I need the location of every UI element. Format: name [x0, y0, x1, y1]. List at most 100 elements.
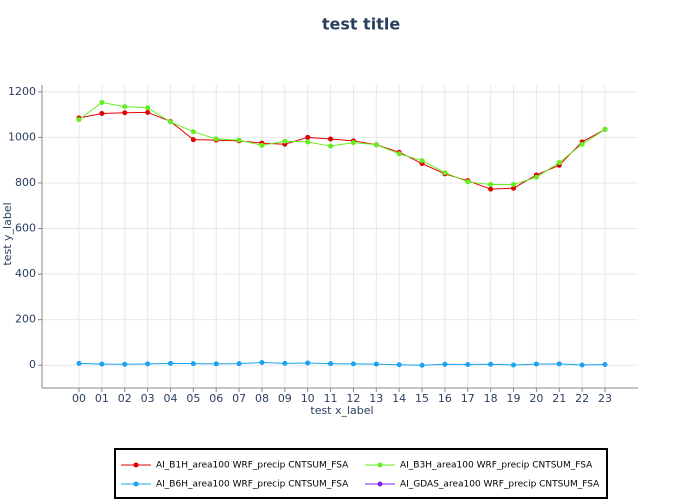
data-point — [145, 109, 151, 115]
x-tick-label: 08 — [255, 392, 269, 405]
series-line — [78, 361, 606, 366]
legend-label: AI_B1H_area100 WRF_precip CNTSUM_FSA — [156, 461, 349, 471]
y-tick-label: 400 — [15, 267, 36, 280]
x-tick-label: 15 — [415, 392, 429, 405]
data-point — [305, 360, 311, 366]
data-point — [99, 110, 105, 116]
x-tick-label: 07 — [232, 392, 246, 405]
data-point — [145, 105, 151, 111]
data-point — [259, 359, 265, 365]
data-point — [396, 362, 402, 368]
data-point — [328, 136, 334, 142]
data-point — [305, 134, 311, 140]
legend-label: AI_B6H_area100 WRF_precip CNTSUM_FSA — [156, 480, 349, 490]
data-point — [213, 361, 219, 367]
data-point — [579, 362, 585, 368]
x-tick-label: 00 — [72, 392, 86, 405]
data-point — [350, 361, 356, 367]
x-tick-label: 17 — [461, 392, 475, 405]
legend-marker — [377, 481, 383, 487]
data-point — [328, 143, 334, 149]
data-point — [465, 179, 471, 185]
data-point — [236, 361, 242, 367]
data-point — [396, 151, 402, 157]
data-point — [533, 174, 539, 180]
data-point — [190, 129, 196, 135]
x-tick-label: 21 — [552, 392, 566, 405]
x-tick-label: 11 — [324, 392, 338, 405]
legend-marker — [377, 462, 383, 468]
data-point — [76, 360, 82, 366]
x-tick-label: 20 — [529, 392, 543, 405]
y-tick-label: 1200 — [8, 85, 36, 98]
series-line — [78, 111, 606, 190]
x-tick-label: 14 — [392, 392, 406, 405]
legend-box — [114, 448, 608, 499]
data-point — [167, 119, 173, 125]
data-point — [488, 361, 494, 367]
data-point — [259, 142, 265, 148]
data-point — [236, 137, 242, 143]
data-point — [122, 104, 128, 110]
data-point — [488, 186, 494, 192]
legend-label: AI_B3H_area100 WRF_precip CNTSUM_FSA — [400, 461, 593, 471]
legend-marker — [133, 481, 139, 487]
x-tick-label: 05 — [186, 392, 200, 405]
data-point — [213, 136, 219, 142]
data-point — [99, 100, 105, 106]
data-point — [602, 126, 608, 132]
data-point — [511, 185, 517, 191]
x-tick-label: 16 — [438, 392, 452, 405]
data-point — [190, 361, 196, 367]
x-tick-label: 01 — [95, 392, 109, 405]
data-point — [167, 360, 173, 366]
data-point — [282, 360, 288, 366]
x-tick-label: 18 — [484, 392, 498, 405]
x-tick-label: 23 — [598, 392, 612, 405]
chart-title: test title — [322, 15, 401, 34]
data-point — [350, 140, 356, 146]
y-tick-label: 800 — [15, 176, 36, 189]
data-point — [579, 141, 585, 147]
data-point — [373, 361, 379, 367]
x-tick-label: 03 — [141, 392, 155, 405]
data-point — [511, 362, 517, 368]
data-point — [122, 110, 128, 116]
y-tick-label: 0 — [29, 358, 36, 371]
data-point — [122, 361, 128, 367]
data-point — [465, 362, 471, 368]
data-point — [373, 142, 379, 148]
data-point — [145, 361, 151, 367]
data-point — [99, 361, 105, 367]
data-point — [602, 362, 608, 368]
y-axis-label: test y_label — [1, 202, 14, 265]
y-tick-label: 200 — [15, 313, 36, 326]
x-tick-label: 02 — [118, 392, 132, 405]
data-point — [442, 361, 448, 367]
data-point — [533, 361, 539, 367]
data-point — [76, 117, 82, 123]
legend-marker — [133, 462, 139, 468]
y-tick-label: 1000 — [8, 130, 36, 143]
x-axis-label: test x_label — [310, 404, 373, 417]
data-point — [556, 361, 562, 367]
x-tick-label: 19 — [507, 392, 521, 405]
x-tick-label: 12 — [346, 392, 360, 405]
data-point — [190, 137, 196, 143]
data-point — [442, 170, 448, 176]
data-point — [419, 362, 425, 368]
x-tick-label: 04 — [163, 392, 177, 405]
x-tick-label: 22 — [575, 392, 589, 405]
y-tick-label: 600 — [15, 222, 36, 235]
series-line — [78, 102, 606, 186]
data-point — [419, 158, 425, 164]
x-tick-label: 09 — [278, 392, 292, 405]
data-point — [511, 182, 517, 188]
data-point — [328, 361, 334, 367]
data-point — [282, 138, 288, 144]
data-point — [305, 139, 311, 145]
x-tick-label: 13 — [369, 392, 383, 405]
x-tick-label: 06 — [209, 392, 223, 405]
x-tick-label: 10 — [301, 392, 315, 405]
